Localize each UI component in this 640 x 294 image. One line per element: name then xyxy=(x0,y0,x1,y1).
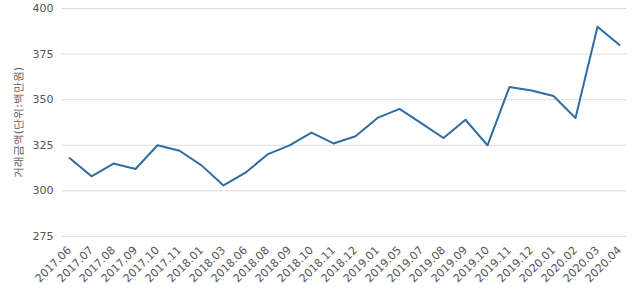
svg-text:2020.04: 2020.04 xyxy=(583,244,624,285)
svg-text:375: 375 xyxy=(33,48,54,61)
svg-text:2019.01: 2019.01 xyxy=(340,243,383,286)
svg-text:2019.10: 2019.10 xyxy=(450,243,493,286)
svg-text:2018.12: 2018.12 xyxy=(318,243,361,286)
svg-text:2019.11: 2019.11 xyxy=(472,243,515,286)
svg-text:2017.08: 2017.08 xyxy=(76,243,119,286)
svg-text:2018.06: 2018.06 xyxy=(208,243,251,286)
svg-text:2018.03: 2018.03 xyxy=(186,243,229,286)
svg-text:2019.08: 2019.08 xyxy=(406,243,449,286)
svg-text:300: 300 xyxy=(33,184,54,197)
svg-text:2017.09: 2017.09 xyxy=(98,243,141,286)
svg-text:2018.09: 2018.09 xyxy=(252,243,295,286)
svg-text:350: 350 xyxy=(33,93,54,106)
svg-text:거래금액(단위:백만원): 거래금액(단위:백만원) xyxy=(12,67,25,178)
svg-text:2020.01: 2020.01 xyxy=(516,243,559,286)
svg-text:2020.02: 2020.02 xyxy=(538,243,581,286)
svg-text:2018.10: 2018.10 xyxy=(274,243,317,286)
svg-text:275: 275 xyxy=(33,230,54,243)
svg-text:325: 325 xyxy=(33,139,54,152)
svg-text:2017.10: 2017.10 xyxy=(120,243,163,286)
svg-text:2017.07: 2017.07 xyxy=(54,243,97,286)
svg-text:2019.12: 2019.12 xyxy=(494,243,537,286)
svg-text:2020.03: 2020.03 xyxy=(560,243,603,286)
svg-text:2018.08: 2018.08 xyxy=(230,243,273,286)
svg-text:400: 400 xyxy=(33,2,54,15)
svg-text:2019.05: 2019.05 xyxy=(362,243,405,286)
svg-text:2017.11: 2017.11 xyxy=(142,243,185,286)
svg-text:2018.01: 2018.01 xyxy=(164,243,207,286)
svg-text:2017.06: 2017.06 xyxy=(32,243,75,286)
svg-text:2019.07: 2019.07 xyxy=(384,243,427,286)
svg-text:2019.09: 2019.09 xyxy=(428,243,471,286)
svg-text:2018.11: 2018.11 xyxy=(296,243,339,286)
